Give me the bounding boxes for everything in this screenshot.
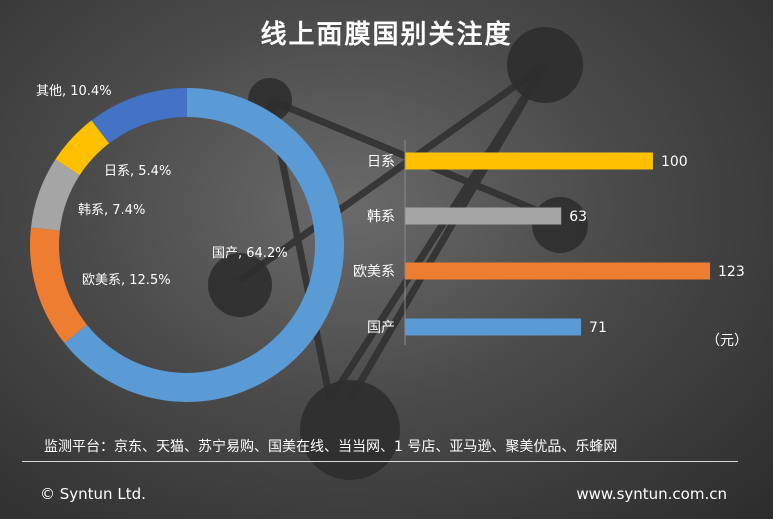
category-label: 韩系 xyxy=(367,209,395,225)
slice-label: 日系, 5.4% xyxy=(104,164,171,179)
category-label: 国产 xyxy=(367,320,395,336)
slice-label: 其他, 10.4% xyxy=(36,84,112,99)
donut-slice xyxy=(91,88,187,144)
donut-slice xyxy=(30,159,80,231)
copyright-text: © Syntun Ltd. xyxy=(40,485,146,503)
value-label: 71 xyxy=(589,320,607,336)
slice-label: 韩系, 7.4% xyxy=(78,203,145,218)
donut-slice xyxy=(29,227,88,344)
value-label: 100 xyxy=(661,154,688,170)
category-label: 欧美系 xyxy=(353,264,395,280)
value-label: 63 xyxy=(569,209,587,225)
bar xyxy=(405,152,653,170)
bar xyxy=(405,207,562,225)
bar xyxy=(405,318,582,336)
donut-slice xyxy=(55,120,110,176)
bar xyxy=(405,262,710,280)
slice-label: 国产, 64.2% xyxy=(212,246,288,261)
bar-chart: 日系 100 韩系 63 欧美系 123 国产 71 xyxy=(353,140,745,345)
website-text: www.syntun.com.cn xyxy=(576,485,727,503)
source-note: 监测平台：京东、天猫、苏宁易购、国美在线、当当网、1 号店、亚马逊、聚美优品、乐… xyxy=(44,439,618,455)
bar-unit-label: （元） xyxy=(706,333,748,349)
slice-label: 欧美系, 12.5% xyxy=(82,273,171,288)
chart-title: 线上面膜国别关注度 xyxy=(260,20,513,50)
donut-chart: 国产, 64.2% 欧美系, 12.5% 韩系, 7.4% 日系, 5.4% 其他, 1… xyxy=(29,84,345,402)
footer-divider xyxy=(22,461,738,462)
value-label: 123 xyxy=(718,264,745,280)
category-label: 日系 xyxy=(367,154,395,170)
